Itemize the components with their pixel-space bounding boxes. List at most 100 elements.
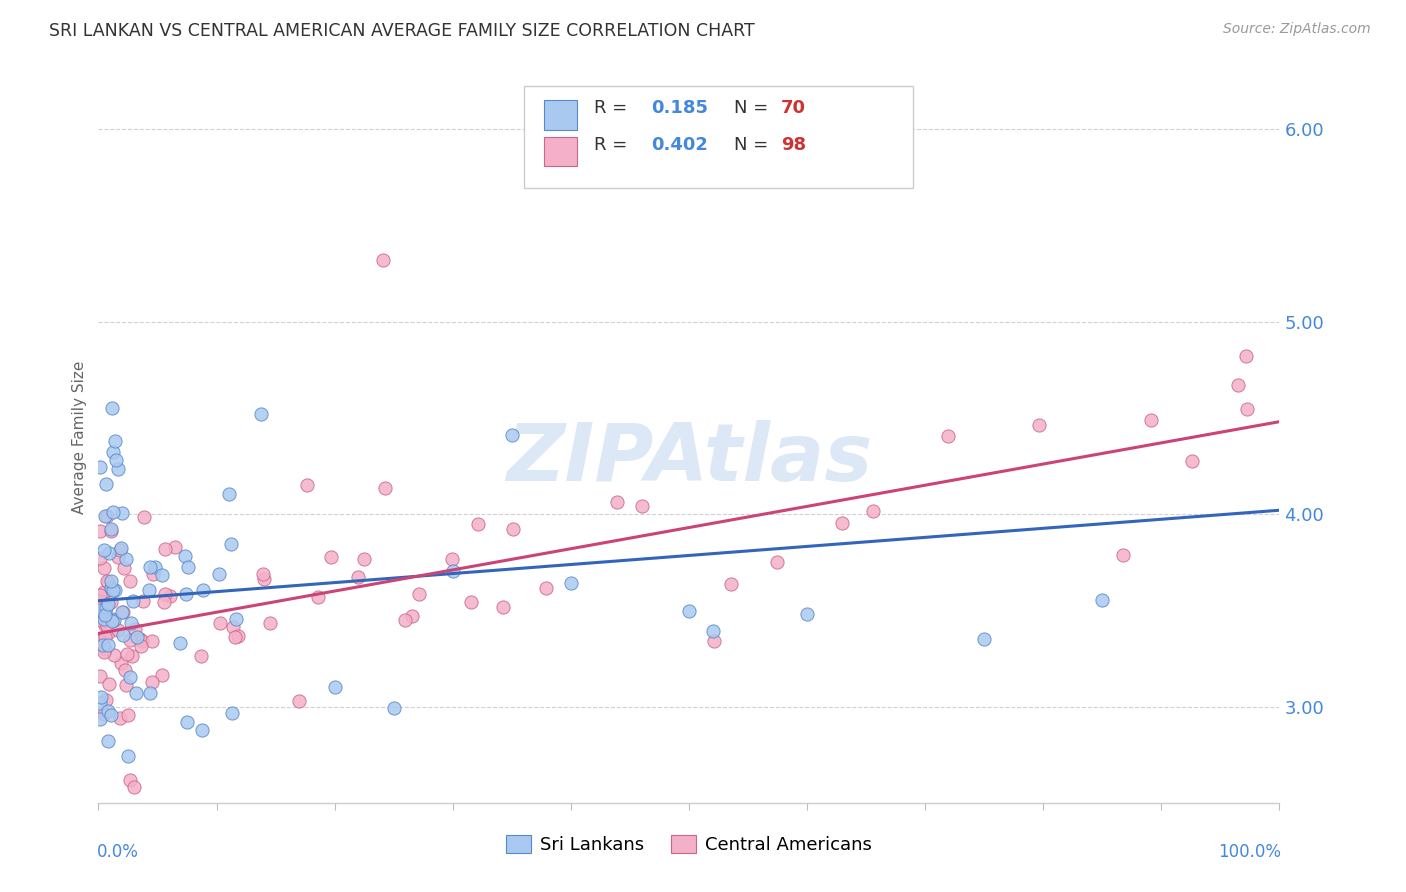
- Point: [112, 560, 135, 574]
- Point: [1028, 418, 1050, 433]
- Point: [110, 542, 132, 557]
- Point: [93, 543, 115, 558]
- Point: [114, 678, 136, 692]
- Text: N =: N =: [734, 99, 773, 117]
- Point: [138, 686, 160, 700]
- Point: [252, 566, 274, 581]
- Point: [111, 506, 134, 520]
- Point: [440, 551, 463, 566]
- Point: [159, 589, 181, 603]
- Point: [153, 587, 176, 601]
- Point: [105, 453, 128, 467]
- Point: [107, 462, 129, 476]
- Point: [94, 601, 117, 615]
- Text: 0.0%: 0.0%: [97, 843, 139, 861]
- Point: [111, 605, 134, 619]
- Point: [93, 645, 115, 659]
- Point: [93, 612, 115, 626]
- Point: [89, 593, 111, 607]
- Point: [97, 734, 120, 748]
- Point: [97, 704, 120, 718]
- Text: R =: R =: [595, 136, 634, 153]
- Point: [936, 429, 959, 443]
- Point: [143, 559, 166, 574]
- Point: [122, 780, 145, 795]
- Point: [973, 632, 995, 647]
- Point: [295, 478, 318, 492]
- Point: [100, 524, 122, 539]
- Point: [323, 681, 346, 695]
- Point: [560, 576, 582, 591]
- Point: [89, 603, 111, 617]
- Point: [150, 668, 173, 682]
- FancyBboxPatch shape: [544, 100, 576, 130]
- Point: [208, 567, 231, 582]
- Point: [321, 550, 343, 565]
- Point: [93, 630, 115, 644]
- Point: [97, 639, 120, 653]
- Point: [174, 549, 197, 564]
- Point: [152, 595, 174, 609]
- Point: [107, 550, 129, 565]
- Point: [89, 634, 111, 648]
- Point: [89, 613, 111, 627]
- Text: R =: R =: [595, 99, 634, 117]
- Point: [534, 581, 557, 595]
- Point: [703, 633, 725, 648]
- Point: [307, 590, 329, 604]
- Point: [121, 648, 143, 663]
- Point: [89, 696, 111, 710]
- Point: [96, 619, 118, 633]
- Point: [174, 587, 197, 601]
- Point: [1112, 548, 1135, 562]
- Point: [1091, 593, 1114, 607]
- Point: [115, 648, 138, 662]
- Point: [134, 509, 156, 524]
- FancyBboxPatch shape: [544, 136, 576, 167]
- Point: [132, 594, 155, 608]
- Point: [118, 670, 141, 684]
- Point: [374, 481, 396, 495]
- Point: [176, 560, 198, 574]
- Point: [111, 605, 134, 619]
- Point: [460, 595, 482, 609]
- Point: [94, 509, 117, 524]
- Point: [191, 723, 214, 737]
- Point: [97, 597, 120, 611]
- Point: [441, 564, 464, 578]
- Point: [209, 615, 232, 630]
- Point: [94, 607, 117, 622]
- Point: [702, 624, 724, 639]
- Text: 100.0%: 100.0%: [1218, 843, 1281, 861]
- Text: SRI LANKAN VS CENTRAL AMERICAN AVERAGE FAMILY SIZE CORRELATION CHART: SRI LANKAN VS CENTRAL AMERICAN AVERAGE F…: [49, 22, 755, 40]
- FancyBboxPatch shape: [523, 86, 914, 188]
- Point: [103, 648, 125, 662]
- Point: [224, 630, 246, 644]
- Point: [120, 615, 142, 630]
- Text: Source: ZipAtlas.com: Source: ZipAtlas.com: [1223, 22, 1371, 37]
- Point: [190, 648, 212, 663]
- Point: [101, 504, 124, 518]
- Point: [93, 584, 115, 599]
- Point: [191, 582, 214, 597]
- Point: [120, 772, 142, 787]
- Point: [371, 252, 394, 267]
- Point: [128, 632, 150, 646]
- Point: [110, 541, 132, 555]
- Point: [1227, 378, 1250, 392]
- Point: [222, 620, 245, 634]
- Point: [492, 599, 515, 614]
- Point: [394, 613, 416, 627]
- Point: [218, 487, 240, 501]
- Point: [353, 551, 375, 566]
- Point: [108, 711, 131, 725]
- Point: [225, 612, 247, 626]
- Point: [89, 550, 111, 565]
- Point: [125, 686, 148, 700]
- Point: [382, 701, 405, 715]
- Point: [97, 677, 120, 691]
- Point: [107, 623, 129, 637]
- Point: [502, 522, 524, 536]
- Text: 0.185: 0.185: [651, 99, 709, 117]
- Point: [139, 560, 162, 574]
